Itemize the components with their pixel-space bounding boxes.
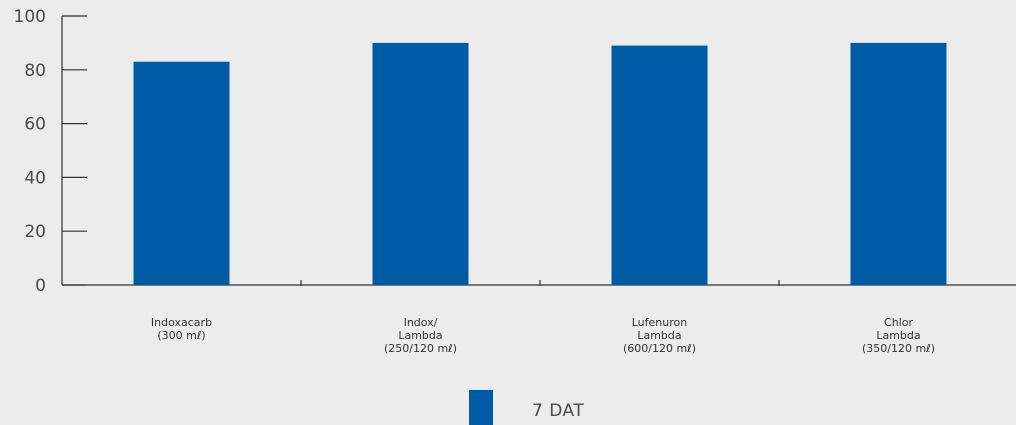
legend-swatch [469, 390, 493, 425]
x-category-label: Lufenuron Lambda (600/120 mℓ) [623, 316, 696, 355]
legend-label: 7 DAT [532, 401, 584, 421]
bar-1 [133, 61, 230, 286]
y-tick-label: 80 [24, 61, 46, 81]
x-category-label: Chlor Lambda (350/120 mℓ) [862, 316, 935, 355]
chart-category-labels: Indoxacarb (300 mℓ) Indox/Lambda (250/120 m… [151, 316, 935, 355]
bar-2 [372, 42, 469, 286]
chart-bars [133, 42, 947, 286]
chart-legend: 7 DAT [469, 390, 584, 425]
x-category-label: Indox/Lambda (250/120 mℓ) [384, 316, 457, 355]
x-category-label: Indoxacarb (300 mℓ) [151, 316, 212, 342]
y-tick-label: 40 [24, 168, 46, 188]
y-tick-label: 20 [24, 222, 46, 242]
bar-4 [850, 42, 947, 286]
y-tick-label: 0 [35, 276, 46, 296]
y-tick-label: 100 [14, 7, 46, 27]
y-tick-label: 60 [24, 115, 46, 135]
bar-3 [611, 45, 708, 286]
